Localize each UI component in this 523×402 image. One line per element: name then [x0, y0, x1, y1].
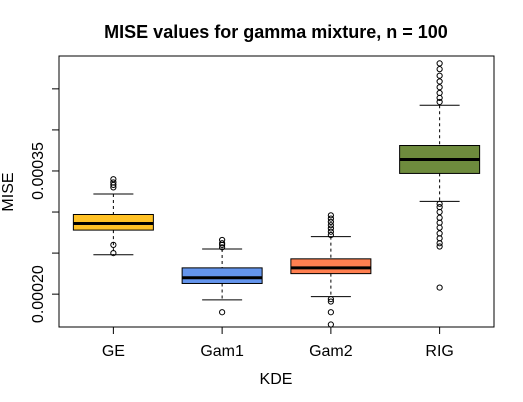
outlier-point	[110, 249, 117, 257]
outlier-point	[436, 98, 443, 106]
outlier-point	[436, 66, 443, 73]
outlier-point	[219, 236, 226, 244]
outlier-point	[327, 222, 334, 229]
x-tick-label: Gam1	[200, 343, 244, 360]
outlier-point	[327, 298, 334, 305]
outlier-point	[110, 179, 117, 186]
outlier-point	[436, 235, 443, 242]
outlier-point	[327, 309, 334, 316]
outlier-point	[436, 240, 443, 247]
outlier-point	[436, 72, 443, 79]
outlier-point	[110, 181, 117, 189]
box-gam2	[290, 212, 372, 328]
axes: GE Gam1 Gam2 RIG 0.00020 0.00035	[30, 88, 454, 360]
y-tick-label: 0.00020	[30, 265, 47, 323]
iqr-box	[290, 258, 372, 275]
outlier-point	[219, 240, 226, 247]
y-tick-label: 0.00035	[30, 142, 47, 200]
outlier-point	[110, 241, 117, 248]
box-gam1	[181, 236, 263, 316]
outlier-point	[327, 215, 334, 222]
outlier-point	[436, 284, 443, 291]
outlier-point	[327, 231, 334, 239]
outlier-point	[436, 230, 443, 237]
iqr-box	[181, 267, 263, 284]
outlier-point	[327, 228, 334, 235]
outlier-point	[436, 219, 443, 226]
outlier-point	[219, 309, 226, 316]
outlier-point	[110, 176, 117, 183]
outlier-point	[436, 243, 443, 250]
box-rig	[399, 60, 481, 291]
outlier-point	[327, 212, 334, 219]
x-tick-label: RIG	[425, 343, 453, 360]
outlier-point	[436, 200, 443, 207]
outlier-point	[219, 244, 226, 251]
outlier-point	[327, 225, 334, 232]
outlier-point	[436, 60, 443, 67]
outlier-point	[327, 218, 334, 225]
plot-frame	[58, 55, 495, 328]
outlier-point	[436, 224, 443, 231]
plot-area	[72, 60, 481, 328]
outlier-point	[436, 84, 443, 91]
x-tick-label: Gam2	[309, 343, 353, 360]
y-axis-title: MISE	[0, 172, 17, 211]
x-axis-title: KDE	[260, 371, 293, 388]
outlier-point	[436, 214, 443, 221]
outlier-point	[436, 208, 443, 216]
outlier-point	[436, 89, 443, 97]
chart-title: MISE values for gamma mixture, n = 100	[104, 22, 448, 42]
outlier-point	[327, 321, 334, 328]
box-ge	[72, 176, 154, 257]
outlier-point	[436, 204, 443, 211]
x-tick-label: GE	[102, 343, 125, 360]
outlier-point	[436, 78, 443, 85]
outlier-point	[327, 295, 334, 303]
